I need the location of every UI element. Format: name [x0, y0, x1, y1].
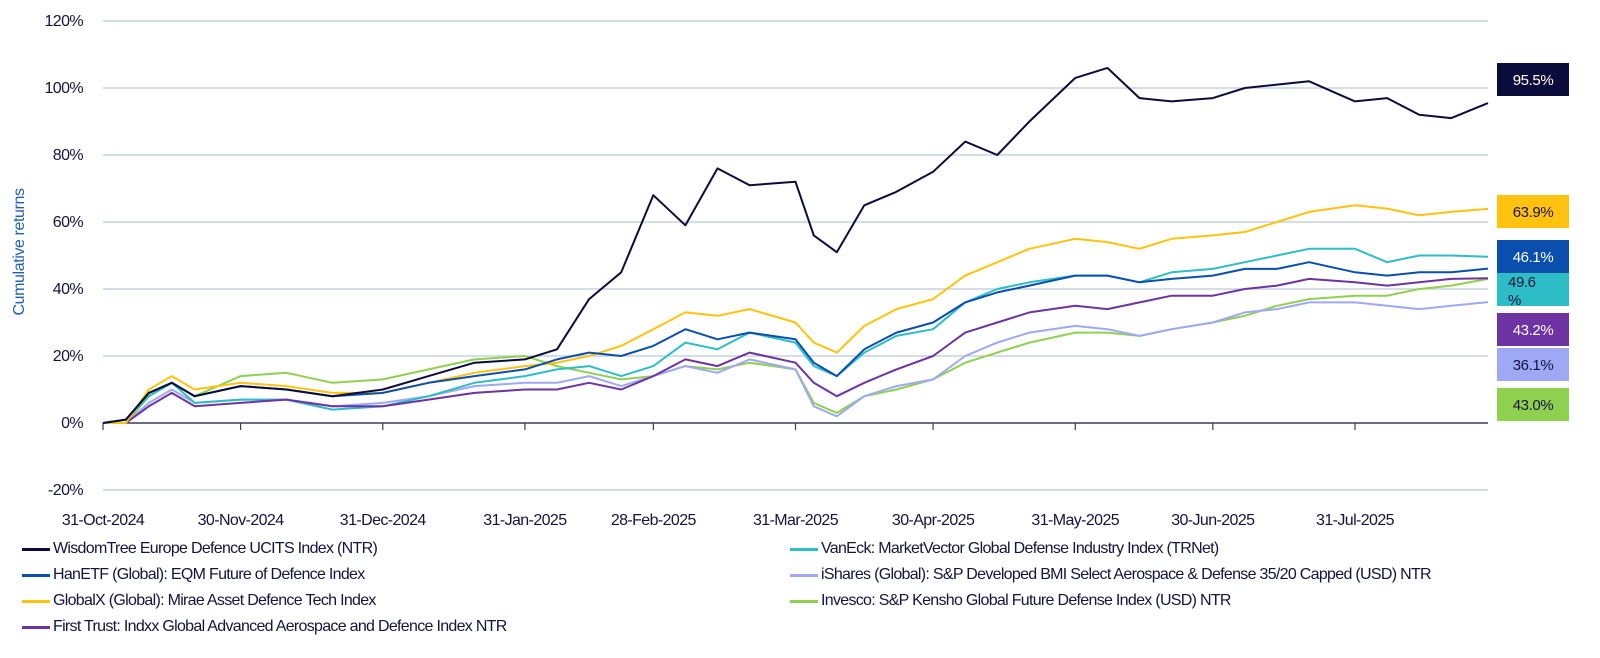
legend-item: GlobalX (Global): Mirae Asset Defence Te… [22, 590, 376, 612]
x-tick-label: 31-Jan-2025 [483, 512, 567, 529]
end-label-box [1497, 273, 1569, 306]
end-label-box [1497, 388, 1569, 421]
legend-label: HanETF (Global): EQM Future of Defence I… [53, 566, 365, 583]
x-tick-label: 30-Apr-2025 [892, 512, 975, 529]
x-tick-label: 31-Oct-2024 [62, 512, 145, 529]
x-axis [102, 422, 1488, 430]
legend-swatch [22, 547, 50, 551]
legend-swatch [22, 625, 50, 629]
legend-label: VanEck: MarketVector Global Defense Indu… [821, 540, 1219, 557]
y-tick-label: 0% [61, 415, 83, 432]
end-label-text: 36.1% [1513, 357, 1554, 374]
end-value-labels: 95.5% 63.9% 46.1% 49.6% 43.2% 36.1% 43.0% [1497, 63, 1569, 421]
legend-label: First Trust: Indxx Global Advanced Aeros… [53, 618, 507, 635]
end-label-box [1497, 348, 1569, 381]
legend-label: iShares (Global): S&P Developed BMI Sele… [821, 566, 1432, 583]
legend-item: First Trust: Indxx Global Advanced Aeros… [22, 616, 507, 638]
end-label-box [1497, 240, 1569, 273]
end-label-text: 46.1% [1513, 249, 1554, 266]
end-label-text: 43.0% [1513, 397, 1554, 414]
x-tick-label: 31-May-2025 [1031, 512, 1119, 529]
x-axis-tick-labels: 31-Oct-2024 30-Nov-2024 31-Dec-2024 31-Jan-… [62, 512, 1395, 529]
gridlines [103, 20, 1488, 491]
y-tick-label: 100% [44, 80, 83, 97]
series-line-2 [103, 204, 1489, 424]
legend-item: HanETF (Global): EQM Future of Defence I… [22, 564, 365, 586]
legend-item: WisdomTree Europe Defence UCITS Index (N… [22, 538, 378, 560]
series-line-4 [102, 247, 1489, 424]
series-line-0 [102, 66, 1489, 424]
end-label-text: 95.5% [1513, 72, 1554, 89]
end-label-text: 63.9% [1513, 204, 1554, 221]
end-label-box [1497, 195, 1569, 228]
legend-label: Invesco: S&P Kensho Global Future Defens… [821, 592, 1231, 609]
series-lines [102, 66, 1489, 424]
x-tick-label: 28-Feb-2025 [611, 512, 697, 529]
legend-swatch [22, 573, 50, 577]
end-label-text: 43.2% [1513, 322, 1554, 339]
y-tick-label: 20% [53, 348, 84, 365]
x-tick-label: 30-Nov-2024 [198, 512, 285, 529]
end-label-box [1497, 63, 1569, 96]
legend-swatch [790, 547, 818, 551]
legend-item: VanEck: MarketVector Global Defense Indu… [790, 538, 1219, 560]
y-tick-label: 60% [53, 214, 84, 231]
y-tick-label: -20% [48, 482, 83, 499]
end-label-box [1497, 313, 1569, 346]
x-tick-label: 30-Jun-2025 [1171, 512, 1255, 529]
y-tick-label: 120% [44, 13, 83, 30]
y-tick-label: 40% [53, 281, 84, 298]
x-tick-label: 31-Dec-2024 [340, 512, 427, 529]
y-axis-label: Cumulative returns [11, 188, 28, 315]
legend-swatch [790, 573, 818, 577]
x-tick-label: 31-Mar-2025 [753, 512, 839, 529]
legend-swatch [790, 599, 818, 603]
legend-item: Invesco: S&P Kensho Global Future Defens… [790, 590, 1231, 612]
end-label-text: 49.6 [1508, 274, 1536, 291]
end-label-text-suffix: % [1508, 292, 1521, 309]
legend-swatch [22, 599, 50, 603]
y-tick-label: 80% [53, 147, 84, 164]
series-line-6 [103, 277, 1489, 424]
series-line-3 [103, 277, 1489, 424]
x-tick-label: 31-Jul-2025 [1316, 512, 1395, 529]
y-axis-ticks: -20% 0% 20% 40% 60% 80% 100% 120% [44, 13, 84, 499]
legend-label: WisdomTree Europe Defence UCITS Index (N… [53, 540, 378, 557]
legend-label: GlobalX (Global): Mirae Asset Defence Te… [53, 592, 376, 609]
legend-item: iShares (Global): S&P Developed BMI Sele… [790, 564, 1432, 586]
